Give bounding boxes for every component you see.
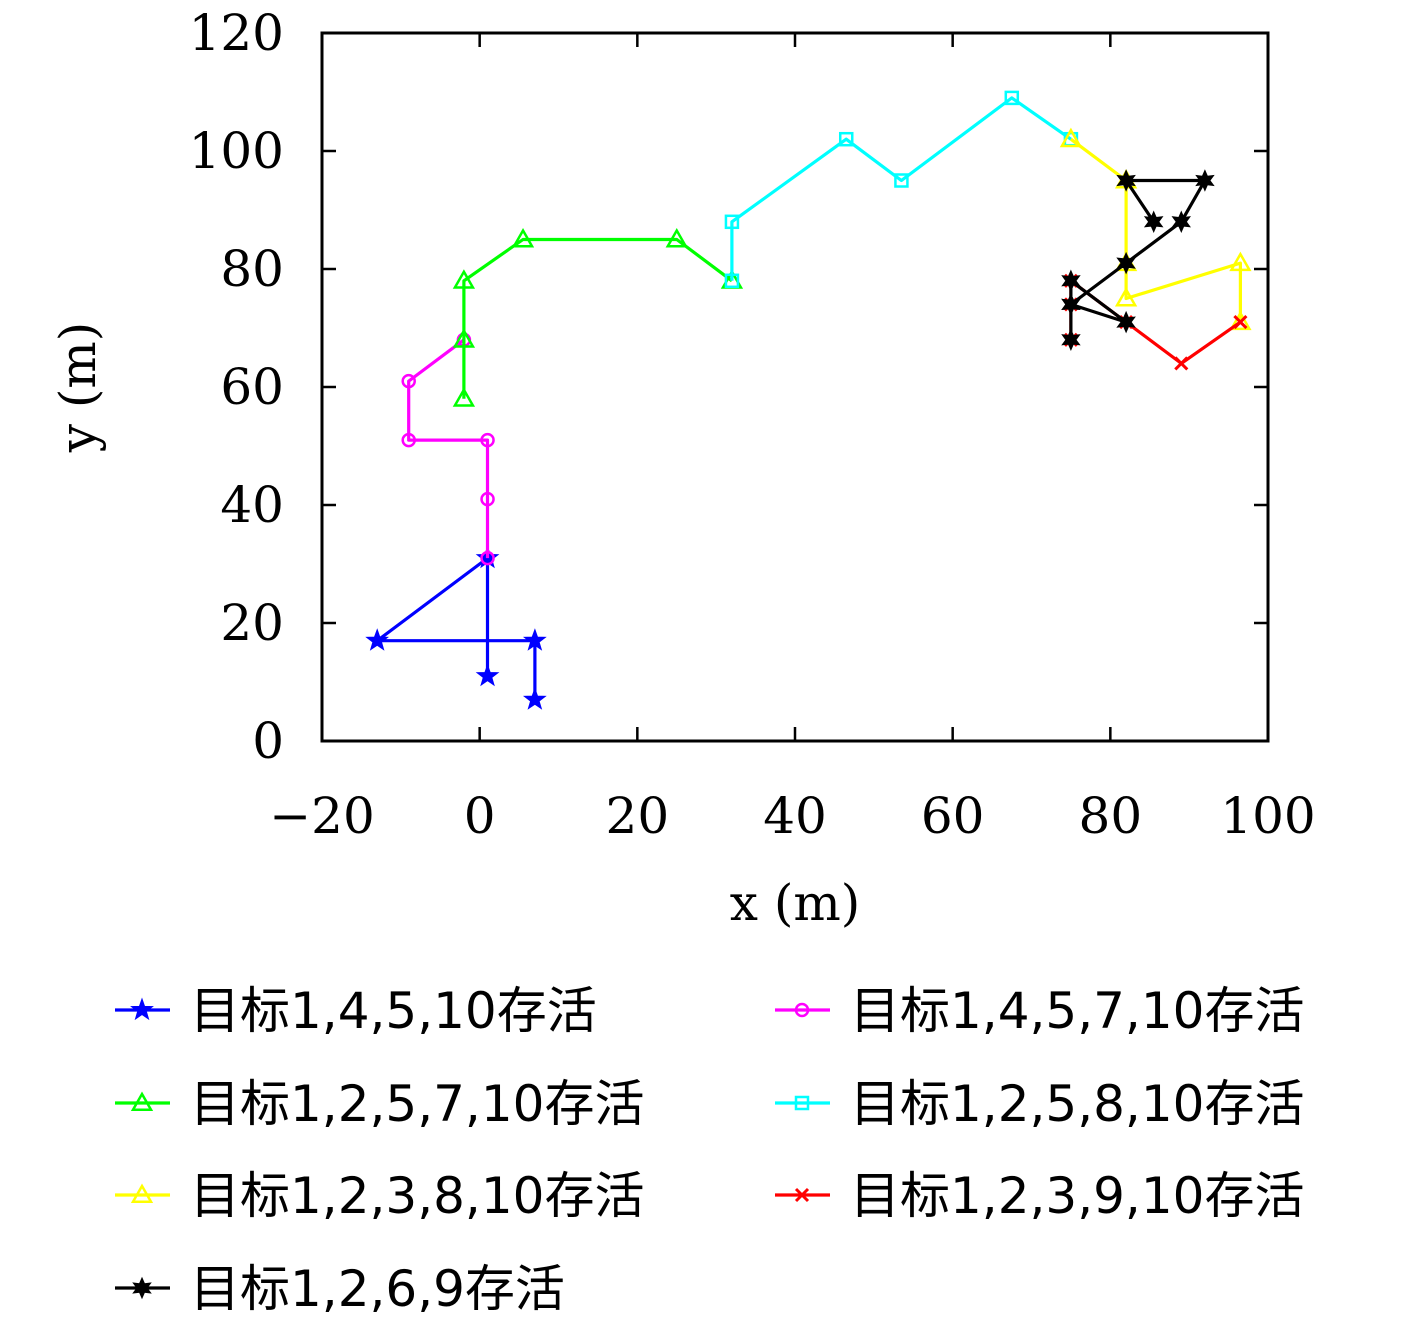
data-point: [1116, 310, 1136, 334]
data-point: [1116, 169, 1136, 192]
series-4: [724, 90, 1079, 289]
y-tick-label: 100: [189, 122, 284, 180]
data-point: [1114, 286, 1138, 307]
legend-entry: 目标1,4,5,10存活: [115, 982, 597, 1040]
data-point: [1143, 210, 1164, 234]
legend-entry: 目标1,2,5,7,10存活: [115, 1075, 644, 1133]
legend-marker: [130, 1091, 154, 1111]
data-point: [480, 491, 495, 507]
x-tick-label: 20: [606, 787, 670, 845]
legend: 目标1,4,5,10存活 目标1,4,5,7,10存活目标1,2,5,7,10存活…: [115, 982, 1304, 1318]
legend-marker: [130, 997, 154, 1021]
axis-ticks: −20 0 20 40 60 80 100 0 20 40 60 80 100 120: [189, 4, 1316, 845]
x-marker-stroke: [1233, 315, 1248, 330]
data-point: [1171, 210, 1191, 234]
series-2: [401, 332, 495, 566]
legend-entry: 目标1,2,6,9存活: [115, 1260, 565, 1318]
data-point: [365, 628, 389, 651]
legend-label: 目标1,2,5,8,10存活: [850, 1075, 1304, 1133]
data-point: [452, 387, 476, 407]
data-point: [511, 227, 535, 248]
legend-entry: 目标1,2,3,9,10存活: [775, 1167, 1304, 1225]
legend-label: 目标1,4,5,7,10存活: [850, 982, 1304, 1040]
series-line: [462, 237, 733, 399]
legend-marker: [130, 1183, 154, 1203]
series-3: [452, 227, 744, 407]
y-tick-label: 60: [220, 358, 284, 416]
data-point: [1004, 90, 1020, 106]
data-point: [1061, 328, 1081, 352]
data-point: [1116, 251, 1136, 275]
legend-label: 目标1,2,5,7,10存活: [190, 1075, 644, 1133]
legend-entry: 目标1,2,5,8,10存活: [775, 1075, 1304, 1133]
x-tick-label: 60: [921, 787, 985, 845]
legend-label: 目标1,2,3,8,10存活: [190, 1167, 644, 1225]
legend-entry: 目标1,4,5,7,10存活: [775, 982, 1304, 1040]
x-tick-label: 100: [1220, 787, 1315, 845]
data-point: [522, 628, 547, 651]
data-point: [1061, 269, 1081, 293]
legend-label: 目标1,2,6,9存活: [190, 1260, 565, 1318]
data-point: [1174, 356, 1189, 371]
x-tick-label: 40: [763, 787, 827, 845]
series-line: [1069, 137, 1243, 323]
data-point: [724, 273, 740, 289]
series-line: [375, 556, 537, 700]
legend-marker: [132, 1276, 152, 1300]
series-line: [1069, 178, 1207, 340]
series-line: [1069, 279, 1242, 365]
legend-marker: [794, 1187, 810, 1203]
data-point: [665, 227, 688, 248]
y-tick-label: 120: [189, 4, 284, 62]
series-line: [407, 338, 490, 559]
legend-label: 目标1,2,3,9,10存活: [850, 1167, 1304, 1225]
data-point: [1229, 310, 1252, 331]
x-tick-label: 0: [464, 787, 496, 845]
y-tick-label: 40: [220, 476, 284, 534]
series-7: [1061, 169, 1215, 352]
data-point: [838, 131, 854, 147]
legend-entry: 目标1,2,3,8,10存活: [115, 1167, 644, 1225]
x-tick-label: 80: [1079, 787, 1143, 845]
x-marker-stroke: [794, 1187, 810, 1203]
legend-marker: [794, 1095, 810, 1111]
data-point: [480, 432, 495, 448]
data-point: [1233, 315, 1248, 330]
data-point: [522, 687, 547, 710]
y-tick-label: 20: [220, 594, 284, 652]
y-tick-label: 0: [252, 712, 284, 770]
data-point: [724, 214, 740, 230]
series-layer: [365, 90, 1252, 710]
series-line: [730, 96, 1072, 281]
data-point: [1059, 127, 1083, 148]
legend-label: 目标1,4,5,10存活: [190, 982, 597, 1040]
data-point: [475, 663, 500, 687]
data-point: [452, 328, 476, 348]
x-axis-label: x (m): [730, 874, 861, 932]
data-point: [1061, 293, 1081, 316]
data-point: [401, 373, 416, 389]
data-point: [1195, 169, 1215, 192]
data-point: [452, 269, 476, 289]
data-point: [480, 550, 495, 566]
legend-marker: [794, 1002, 810, 1018]
series-5: [1059, 127, 1252, 331]
data-point: [1229, 251, 1252, 272]
data-point: [401, 432, 416, 448]
y-axis-label: y (m): [49, 322, 107, 454]
series-1: [365, 545, 547, 710]
x-marker-stroke: [1174, 356, 1189, 371]
y-tick-label: 80: [220, 240, 284, 298]
x-tick-label: −20: [269, 787, 375, 845]
data-point: [894, 173, 909, 188]
